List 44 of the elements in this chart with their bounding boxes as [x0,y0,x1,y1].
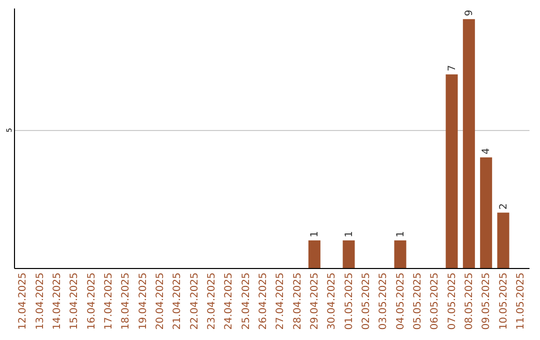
x-tick-label: 11.05.2025 [515,272,526,330]
data-label: 4 [481,148,492,154]
x-tick-label: 17.04.2025 [103,272,114,330]
x-tick-label: 22.04.2025 [189,272,200,330]
data-label: 9 [464,10,475,16]
x-tick-label: 27.04.2025 [275,272,286,330]
bar [394,240,406,268]
bar [480,157,492,268]
x-tick-label: 05.05.2025 [412,272,424,330]
x-tick-label: 06.05.2025 [430,272,441,330]
x-tick-label: 25.04.2025 [240,272,252,330]
x-tick-label: 03.05.2025 [378,272,390,330]
data-label: 1 [395,230,406,238]
x-tick-label: 18.04.2025 [120,272,132,330]
x-tick-label: 15.04.2025 [69,272,80,330]
x-tick-label: 09.05.2025 [481,272,492,330]
x-tick-label: 21.04.2025 [172,272,184,330]
bar [462,19,475,268]
data-label: 1 [344,230,355,238]
x-tick-label: 01.05.2025 [344,272,355,330]
bar [446,74,458,268]
x-tick-label: 02.05.2025 [360,272,372,330]
data-label: 7 [446,65,458,72]
bar [497,212,510,268]
x-tick-label: 14.04.2025 [52,272,63,330]
x-tick-label: 20.04.2025 [154,272,166,330]
x-tick-label: 10.05.2025 [498,272,510,330]
bar [342,240,355,268]
x-tick-label: 08.05.2025 [464,272,475,330]
x-tick-label: 16.04.2025 [86,272,98,330]
x-tick-label: 26.04.2025 [258,272,269,330]
data-label: 1 [309,230,320,238]
x-tick-label: 30.04.2025 [326,272,338,330]
x-tick-label: 28.04.2025 [292,272,304,330]
x-tick-label: 23.04.2025 [206,272,218,330]
x-tick-label: 12.04.2025 [18,272,29,330]
x-tick-label: 19.04.2025 [138,272,149,330]
x-tick-label: 04.05.2025 [395,272,406,330]
x-tick-label: 13.04.2025 [34,272,46,330]
data-label: 2 [498,203,510,210]
x-tick-label: 29.04.2025 [309,272,320,330]
bar [308,240,320,268]
x-tick-label: 07.05.2025 [446,272,458,330]
x-tick-label: 24.04.2025 [224,272,235,330]
